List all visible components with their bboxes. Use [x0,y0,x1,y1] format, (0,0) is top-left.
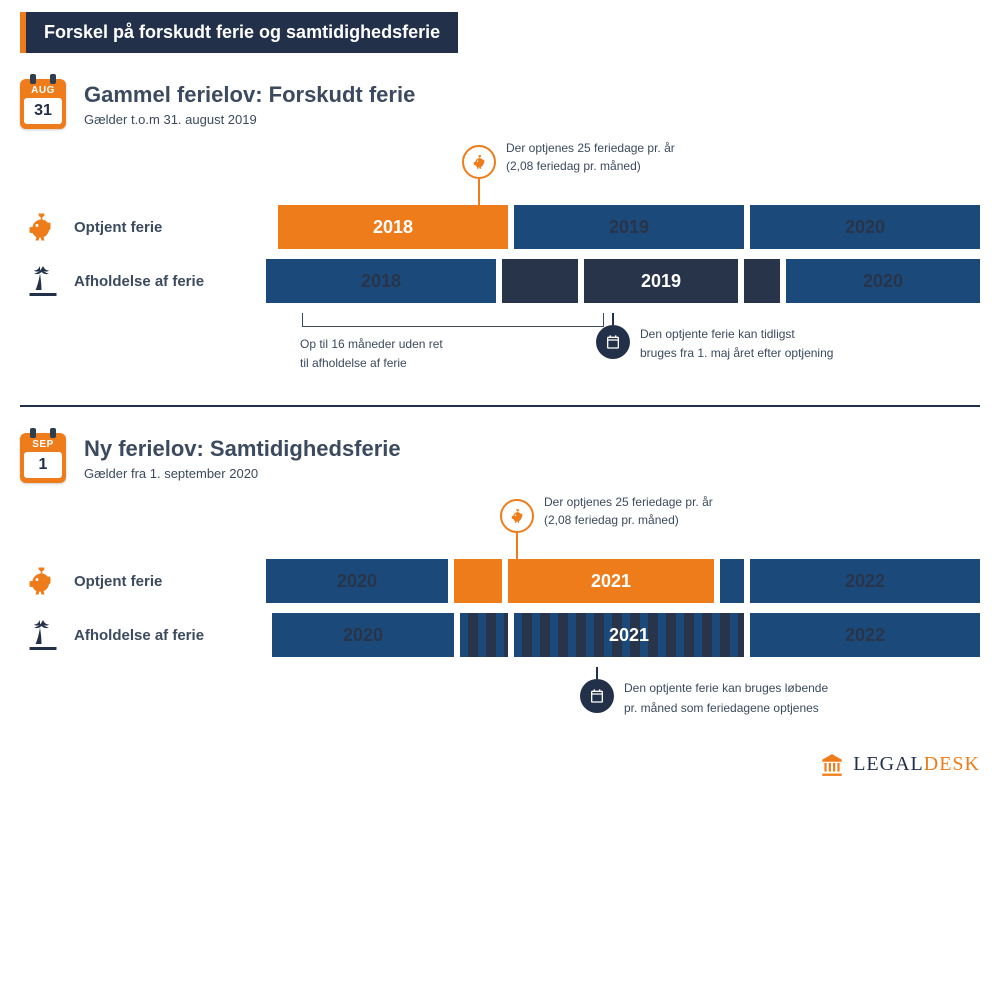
timeline-segment [460,613,508,657]
section-heading: Ny ferielov: Samtidighedsferie [84,436,401,462]
timeline-segment: 2020 [272,613,454,657]
page-title: Forskel på forskudt ferie og samtidighed… [20,12,458,53]
timeline-segment: 2019 [514,205,744,249]
timeline-taken: 2020 20212022 [272,613,980,657]
timeline-segment [744,259,780,303]
timeline-segment: 2022 [750,613,980,657]
section-subheading: Gælder t.o.m 31. august 2019 [84,112,415,127]
timeline-segment [720,559,744,603]
section-subheading: Gælder fra 1. september 2020 [84,466,401,481]
section-new-law: SEP 1 Ny ferielov: Samtidighedsferie Gæl… [20,425,980,735]
timeline-segment: 2021 [508,559,714,603]
calendar-icon: AUG 31 [20,79,66,129]
palm-tree-icon [20,261,60,301]
timeline-segment: 2020 [786,259,980,303]
note-line: Op til 16 måneder uden ret [300,335,606,354]
note-line: Den optjente ferie kan tidligst [640,325,833,344]
callout-line: Der optjenes 25 feriedage pr. år [544,493,713,511]
timeline-segment: 2020 [266,559,448,603]
piggy-bank-icon [20,207,60,247]
piggy-bank-icon [20,561,60,601]
callout-line: Der optjenes 25 feriedage pr. år [506,139,675,157]
calendar-icon: SEP 1 [20,433,66,483]
calendar-month: SEP [32,439,54,450]
section-old-law: AUG 31 Gammel ferielov: Forskudt ferie G… [20,71,980,391]
callout-line: (2,08 feriedag pr. måned) [544,511,713,529]
callout-line: (2,08 feriedag pr. måned) [506,157,675,175]
timeline-segment: 2019 [584,259,738,303]
row-label: Optjent ferie [74,573,162,590]
pillar-icon [819,752,845,778]
earn-callout: Der optjenes 25 feriedage pr. år (2,08 f… [300,137,980,207]
calendar-day: 1 [24,452,62,478]
section-heading: Gammel ferielov: Forskudt ferie [84,82,415,108]
palm-tree-icon [20,615,60,655]
timeline-earned: 2020 2021 2022 [266,559,980,603]
logo-text: DESK [924,753,980,775]
logo: LEGALDESK [819,752,980,778]
bracket [302,313,604,327]
calendar-small-icon [580,679,614,713]
calendar-month: AUG [31,85,55,96]
piggy-bank-icon [462,145,496,179]
piggy-bank-icon [500,499,534,533]
note-line: til afholdelse af ferie [300,354,606,373]
note-line: Den optjente ferie kan bruges løbende [624,679,828,698]
timeline-taken: 2018 2019 2020 [266,259,980,303]
timeline-segment: 2021 [514,613,744,657]
timeline-earned: 201820192020 [278,205,980,249]
timeline-segment [454,559,502,603]
row-label: Optjent ferie [74,219,162,236]
logo-text: LEGAL [853,753,924,775]
row-label: Afholdelse af ferie [74,627,204,644]
calendar-day: 31 [24,98,62,124]
timeline-segment [502,259,578,303]
note-line: bruges fra 1. maj året efter optjening [640,344,833,363]
timeline-segment: 2018 [266,259,496,303]
note-line: pr. måned som feriedagene optjenes [624,699,828,718]
row-label: Afholdelse af ferie [74,273,204,290]
earn-callout: Der optjenes 25 feriedage pr. år (2,08 f… [300,491,980,561]
calendar-small-icon [596,325,630,359]
timeline-segment: 2018 [278,205,508,249]
timeline-segment: 2020 [750,205,980,249]
timeline-segment: 2022 [750,559,980,603]
divider [20,405,980,407]
